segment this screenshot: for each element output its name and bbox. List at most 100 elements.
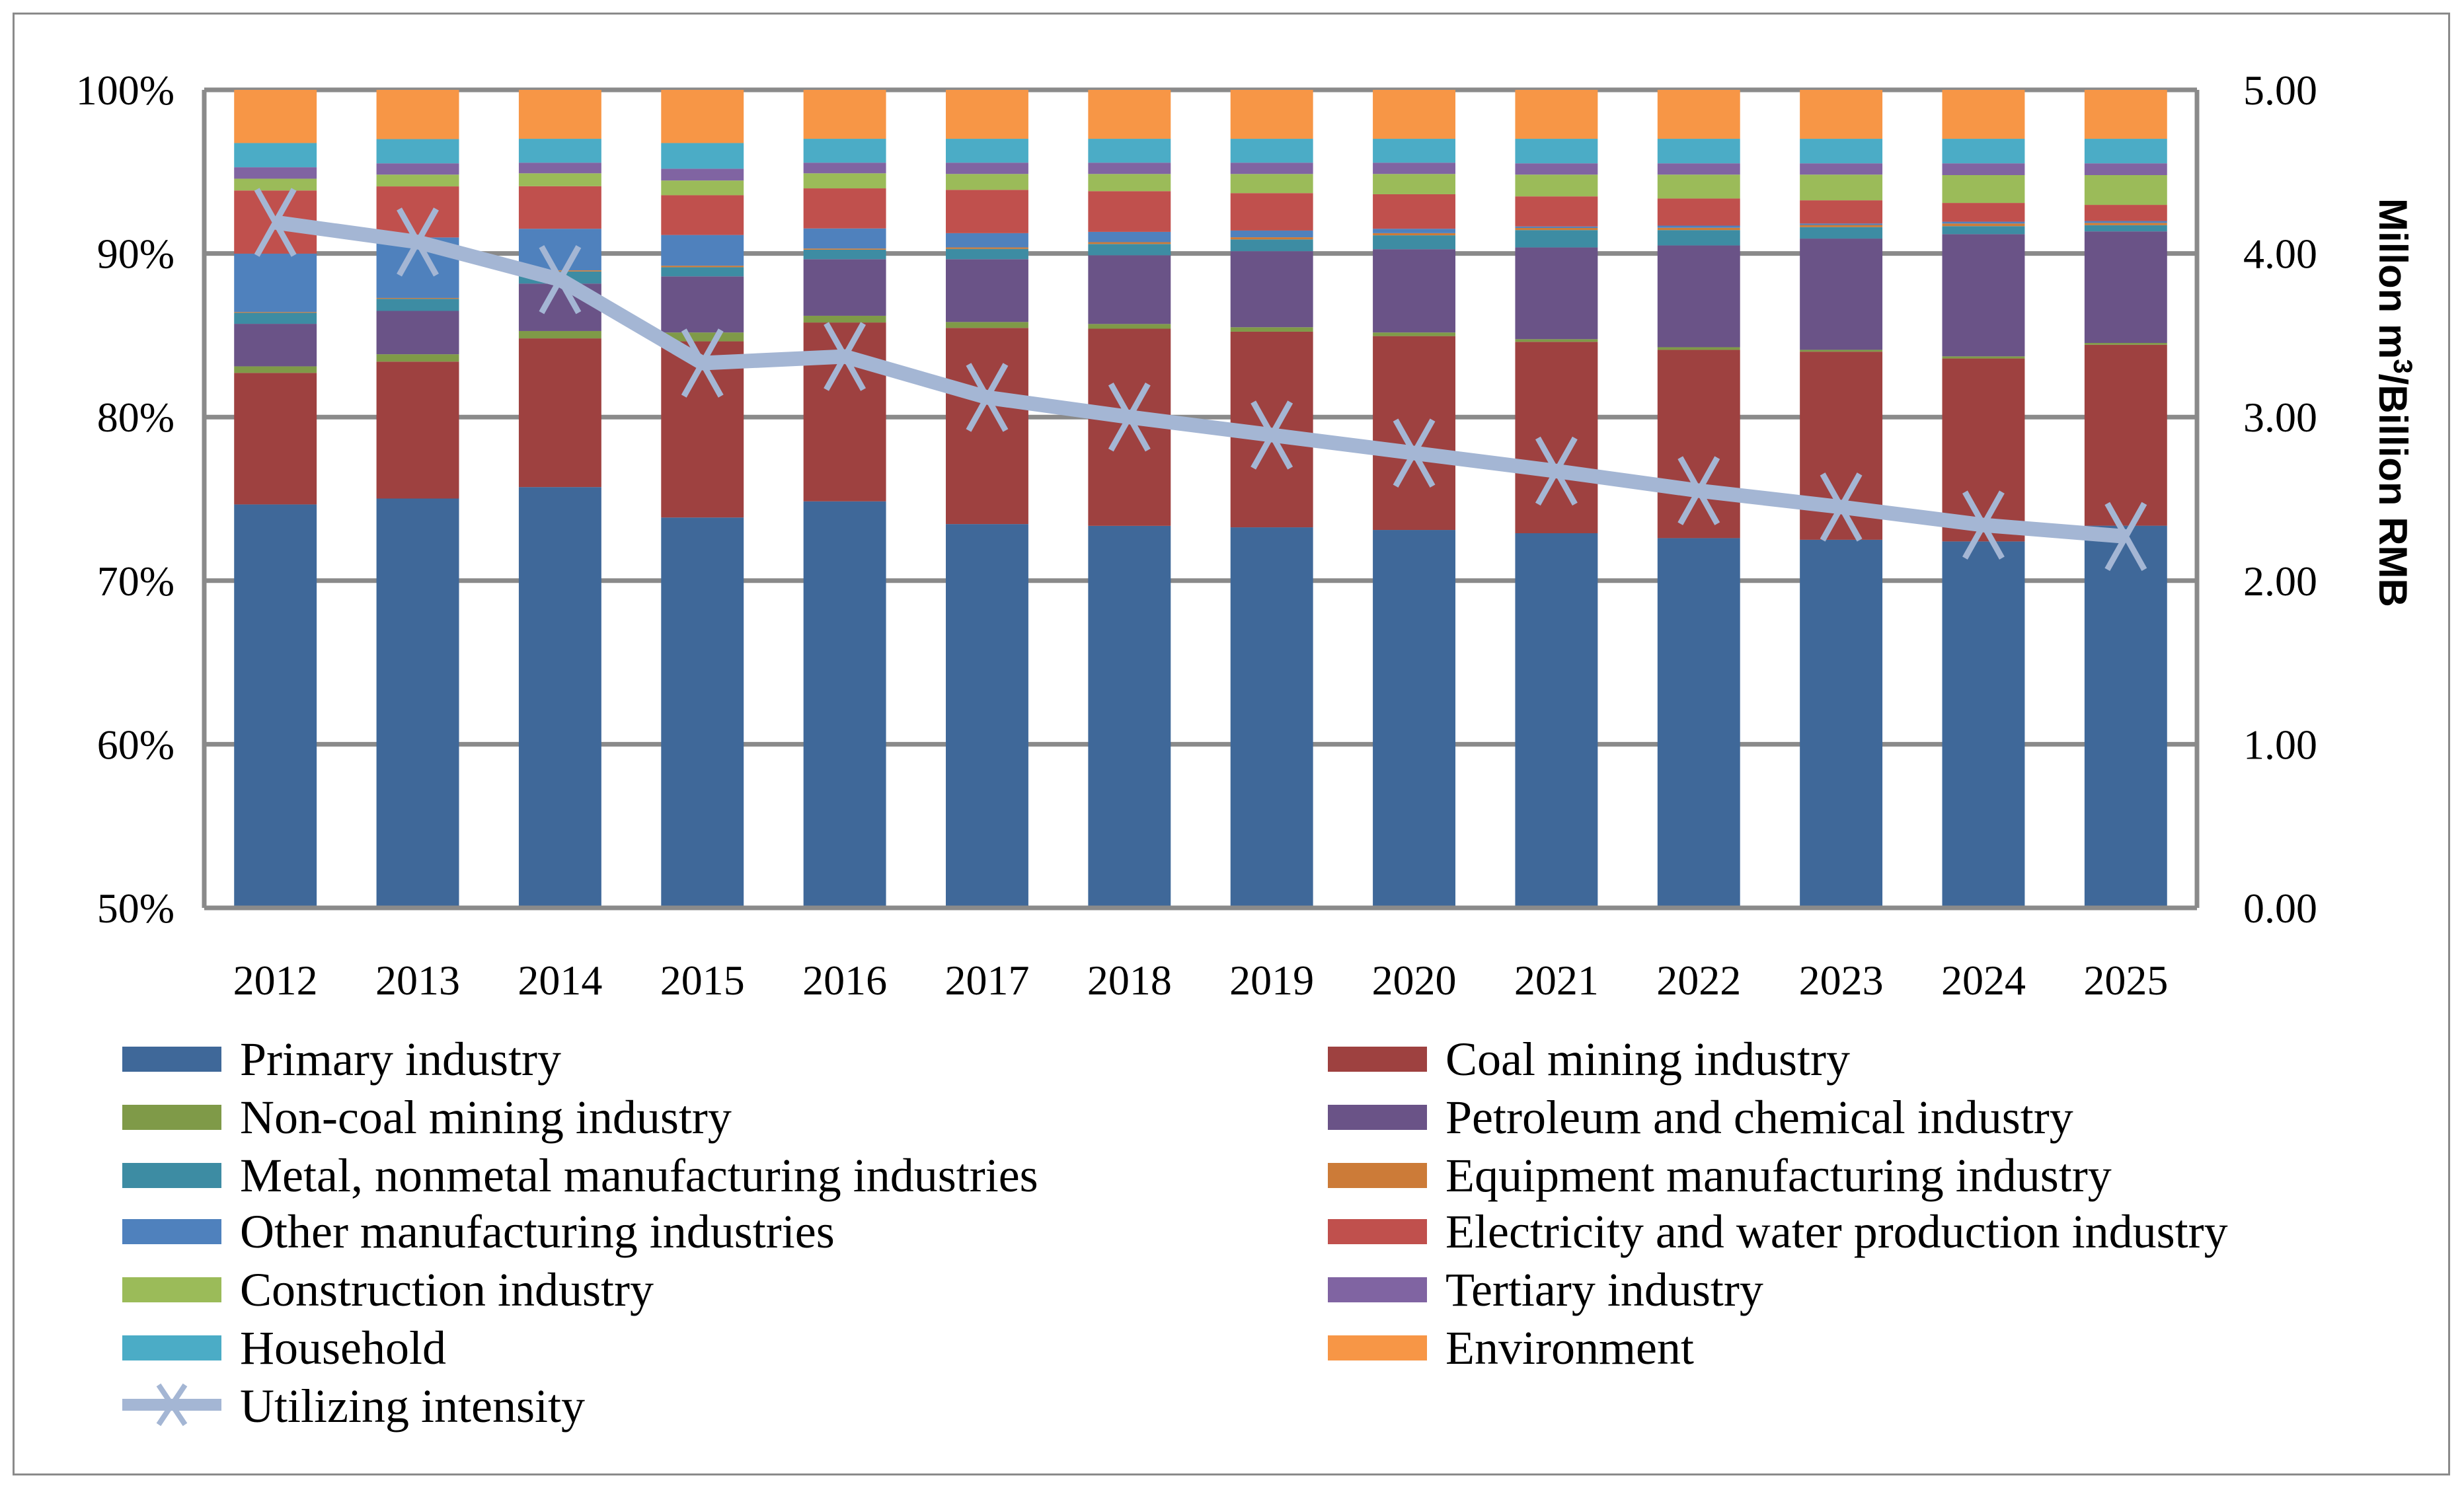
intensity-marker bbox=[539, 245, 582, 315]
bar-segment bbox=[803, 188, 886, 229]
bar-segment bbox=[661, 90, 744, 143]
bar-segment bbox=[1088, 174, 1171, 192]
bar-segment bbox=[1800, 239, 1883, 350]
bars bbox=[234, 90, 2167, 908]
bar-segment bbox=[661, 180, 744, 196]
bar-segment bbox=[518, 163, 601, 174]
x-marker-stroke bbox=[2104, 502, 2147, 572]
right-tick-label: 0.00 bbox=[2243, 885, 2317, 932]
bar-segment bbox=[1373, 194, 1455, 229]
bar-segment bbox=[1088, 139, 1171, 163]
bar-segment bbox=[2084, 205, 2167, 221]
bar-segment bbox=[1657, 174, 1740, 199]
bar-segment bbox=[1942, 90, 2025, 139]
bar-segment bbox=[1515, 230, 1598, 248]
bar-segment bbox=[1800, 223, 1883, 225]
bar-segment bbox=[661, 517, 744, 908]
bar-segment bbox=[518, 229, 601, 271]
bar-segment bbox=[234, 504, 317, 908]
bar-segment bbox=[1657, 227, 1740, 231]
bar-segment bbox=[1088, 255, 1171, 324]
bar-segment bbox=[803, 90, 886, 139]
intensity-marker bbox=[1393, 418, 1436, 488]
bar-segment bbox=[2084, 344, 2167, 526]
bar-segment bbox=[946, 247, 1028, 249]
bar-segment bbox=[1657, 90, 1740, 139]
intensity-marker bbox=[1820, 472, 1863, 542]
bar-segment bbox=[1373, 233, 1455, 236]
bar-segment bbox=[1515, 342, 1598, 533]
bar-segment bbox=[1942, 221, 2025, 224]
bar-segment bbox=[661, 276, 744, 333]
bar-segment bbox=[803, 501, 886, 908]
right-tick-label: 1.00 bbox=[2243, 721, 2317, 768]
bar-segment bbox=[1230, 237, 1313, 240]
x-tick-label: 2023 bbox=[1799, 957, 1884, 1004]
bar-segment bbox=[1942, 234, 2025, 357]
x-tick-label: 2021 bbox=[1514, 957, 1599, 1004]
x-tick-label: 2017 bbox=[944, 957, 1029, 1004]
bar-segment bbox=[2084, 90, 2167, 139]
bar-segment bbox=[376, 311, 459, 355]
bar-segment bbox=[803, 228, 886, 249]
right-tick-label: 5.00 bbox=[2243, 67, 2317, 114]
bar-segment bbox=[1230, 527, 1313, 908]
x-marker-stroke bbox=[1820, 472, 1863, 542]
bar-segment bbox=[2084, 221, 2167, 223]
intensity-line bbox=[254, 188, 2147, 572]
axes: 50% 60% 70% 80% 90% 100% 0.00 1.00 2.00 3.00 4.00 5… bbox=[76, 67, 2317, 1004]
bar-segment bbox=[2084, 223, 2167, 225]
intensity-marker bbox=[1677, 456, 1720, 525]
right-tick-label: 3.00 bbox=[2243, 394, 2317, 441]
bar-segment bbox=[2084, 174, 2167, 205]
bar-segment bbox=[1800, 200, 1883, 224]
intensity-marker bbox=[1962, 490, 2005, 560]
x-tick-label: 2018 bbox=[1087, 957, 1172, 1004]
bar-segment bbox=[946, 524, 1028, 908]
bar-segment bbox=[234, 312, 317, 313]
bar-segment bbox=[518, 330, 601, 339]
bar-segment bbox=[234, 324, 317, 367]
bar-segment bbox=[234, 313, 317, 324]
bar-segment bbox=[946, 139, 1028, 163]
bar-segment bbox=[1942, 163, 2025, 175]
bar-segment bbox=[376, 299, 459, 311]
bar-segment bbox=[946, 174, 1028, 190]
bar-segment bbox=[1515, 139, 1598, 164]
bar-segment bbox=[376, 297, 459, 299]
bar-segment bbox=[1373, 332, 1455, 336]
bar-segment bbox=[803, 248, 886, 250]
bar-segment bbox=[1088, 231, 1171, 242]
left-tick-label: 60% bbox=[97, 721, 174, 768]
x-marker-stroke bbox=[1677, 456, 1720, 525]
bar-segment bbox=[234, 167, 317, 179]
bar-segment bbox=[2084, 163, 2167, 175]
x-marker-stroke bbox=[966, 363, 1009, 432]
bar-segment bbox=[376, 354, 459, 362]
gridlines bbox=[204, 87, 2197, 747]
bar-segment bbox=[661, 341, 744, 518]
bar-segment bbox=[2084, 343, 2167, 345]
bar-segment bbox=[1230, 327, 1313, 332]
bar-segment bbox=[376, 139, 459, 164]
bar-segment bbox=[1657, 225, 1740, 228]
chart-frame bbox=[13, 13, 2450, 1475]
intensity-line-path bbox=[274, 215, 2127, 544]
bar-segment bbox=[1800, 225, 1883, 227]
bar-segment bbox=[1657, 538, 1740, 908]
bar-segment bbox=[1657, 245, 1740, 348]
intensity-marker bbox=[1251, 400, 1293, 470]
intensity-marker bbox=[1535, 436, 1578, 506]
x-marker-stroke bbox=[1535, 436, 1578, 506]
bar-segment bbox=[1515, 226, 1598, 228]
x-marker-stroke bbox=[1108, 383, 1151, 452]
bar-segment bbox=[661, 266, 744, 268]
bar-segment bbox=[518, 186, 601, 229]
bar-segment bbox=[376, 361, 459, 499]
bar-segment bbox=[1373, 163, 1455, 174]
bar-segment bbox=[1230, 193, 1313, 231]
intensity-marker bbox=[1108, 383, 1151, 452]
bar-segment bbox=[1657, 347, 1740, 350]
bar-segment bbox=[1088, 324, 1171, 329]
